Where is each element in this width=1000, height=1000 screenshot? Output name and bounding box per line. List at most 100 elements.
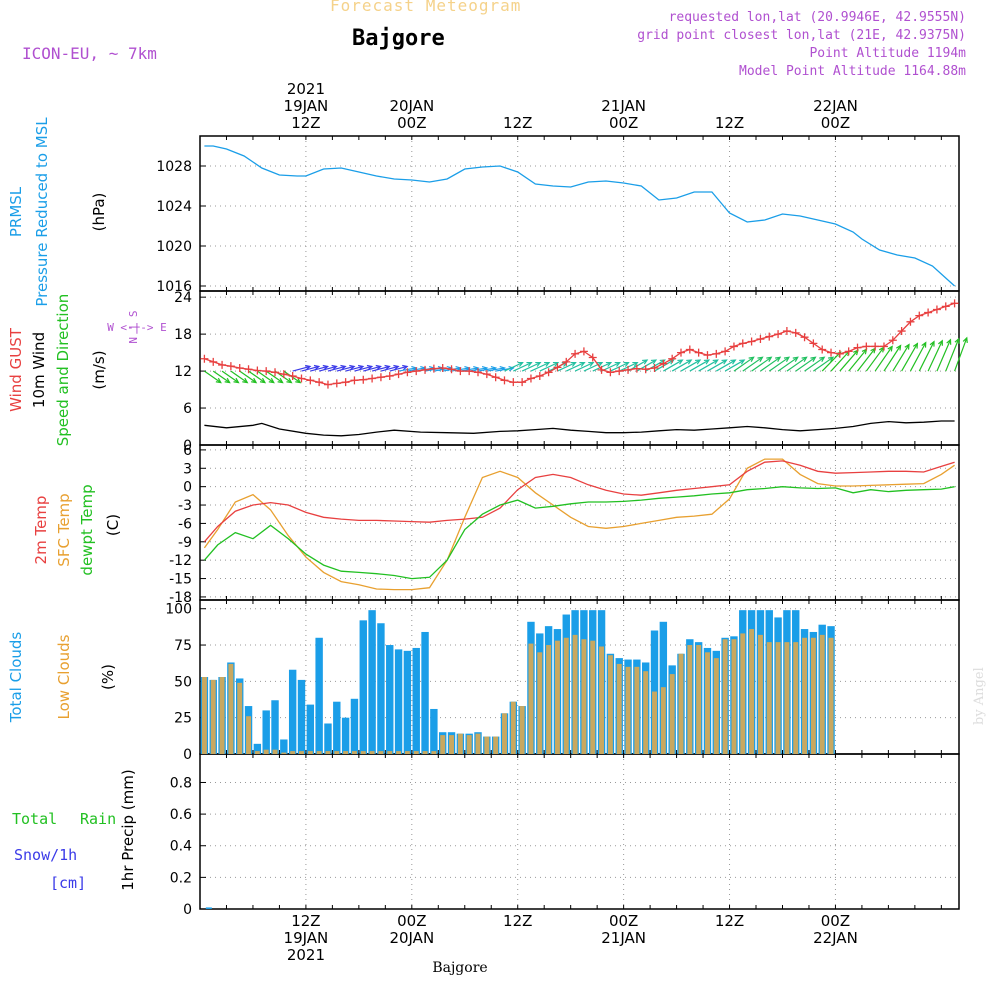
wind-arrow — [389, 365, 408, 372]
time-label-bottom: 2021 — [287, 946, 325, 964]
low-cloud-bar — [360, 751, 366, 754]
wind-arrow — [486, 367, 505, 372]
low-cloud-bar — [413, 751, 419, 754]
label-wind-speed-dir: Speed and Direction — [54, 294, 72, 447]
precip-ytick-label: 0.2 — [170, 870, 192, 886]
wind-arrow-head — [632, 361, 639, 367]
low-cloud-bar — [449, 735, 455, 754]
low-cloud-bar — [802, 637, 808, 754]
wind-arrow — [883, 345, 902, 372]
low-cloud-bar — [731, 639, 737, 754]
gust-marker — [650, 364, 659, 372]
wind-arrow — [212, 370, 230, 384]
wind-arrow-head — [703, 359, 711, 365]
wind-arrow-head — [233, 377, 240, 384]
low-cloud-bar — [581, 639, 587, 754]
time-label-top: 12Z — [715, 114, 744, 132]
wind-arrow — [265, 370, 283, 384]
wind-arrow — [539, 362, 559, 372]
wind-arrow — [583, 362, 603, 372]
label-snow: Snow/1h — [14, 846, 77, 864]
wind-arrow-head — [251, 377, 258, 384]
total-cloud-bar — [394, 649, 403, 754]
temp-ytick-label: -15 — [169, 572, 192, 588]
wind-arrow — [230, 370, 248, 384]
precip-ytick-label: 0.8 — [170, 775, 192, 791]
wind-arrow — [574, 362, 594, 372]
label-hpa: (hPa) — [90, 193, 108, 232]
low-cloud-bar — [325, 751, 331, 754]
total-cloud-bar — [430, 708, 438, 754]
wind-arrow — [689, 359, 710, 372]
low-cloud-bar — [387, 751, 393, 754]
total-cloud-bar — [280, 739, 288, 754]
wind-arrow — [680, 359, 701, 372]
pressure-line — [204, 145, 956, 287]
time-label-bottom: 00Z — [609, 912, 638, 930]
wind-arrow-head — [938, 339, 943, 346]
wind-arrow — [292, 365, 311, 372]
low-cloud-bar — [378, 751, 384, 754]
wind-ytick-label: 12 — [174, 364, 192, 380]
low-cloud-bar — [369, 751, 375, 754]
gust-marker — [465, 367, 474, 376]
low-cloud-bar — [590, 640, 596, 754]
clouds-ytick-label: 75 — [174, 638, 192, 654]
low-cloud-bar — [810, 637, 816, 754]
low-cloud-bar — [572, 634, 578, 754]
wind-arrow — [865, 347, 885, 372]
low-cloud-bar — [307, 751, 313, 754]
precip-ytick-label: 0 — [183, 902, 192, 918]
label-low-clouds: Low Clouds — [55, 634, 73, 719]
wind-arrow-head — [921, 341, 927, 348]
total-cloud-bar — [297, 679, 306, 754]
total-cloud-bar — [368, 610, 376, 754]
wind-arrow-head — [896, 344, 902, 351]
wind-arrow — [310, 365, 328, 372]
low-cloud-bar — [652, 691, 657, 754]
gust-marker — [315, 378, 324, 387]
gust-marker — [200, 354, 209, 363]
label-sfc-temp: SFC Temp — [55, 493, 73, 566]
gust-marker — [632, 364, 641, 373]
pressure-ytick-label: 1020 — [156, 239, 192, 255]
gust-marker — [385, 372, 394, 381]
gust-marker — [791, 328, 800, 337]
wind-arrow — [804, 356, 825, 372]
time-label-top: 22JAN — [813, 97, 858, 115]
wind-arrow — [239, 370, 257, 384]
wind-arrow — [557, 362, 576, 372]
wind-arrow — [354, 365, 372, 372]
clouds-ytick-label: 100 — [165, 602, 192, 618]
gust-marker — [394, 370, 403, 379]
total-cloud-bar — [324, 723, 332, 754]
low-cloud-bar — [696, 645, 702, 754]
gust-marker — [562, 357, 571, 366]
gust-marker — [685, 345, 694, 354]
wind-arrow — [521, 362, 541, 372]
gust-marker — [235, 364, 244, 372]
label-prmsl: PRMSL — [7, 186, 25, 237]
total-cloud-bar — [306, 704, 315, 754]
low-cloud-bar — [537, 652, 543, 754]
low-cloud-bar — [599, 646, 605, 754]
low-cloud-bar — [343, 751, 349, 754]
low-cloud-bar — [502, 713, 507, 754]
low-cloud-bar — [704, 652, 710, 754]
gust-marker — [244, 365, 253, 374]
wind-arrow-head — [588, 361, 595, 367]
time-label-top: 00Z — [821, 114, 850, 132]
total-cloud-bar — [359, 620, 367, 754]
gust-marker — [288, 372, 297, 381]
pressure-frame — [199, 135, 960, 292]
temp-ytick-label: 6 — [183, 443, 192, 459]
low-cloud-bar — [440, 735, 446, 754]
wind-arrow — [363, 365, 381, 372]
gust-marker — [835, 349, 844, 358]
low-cloud-bar — [819, 634, 825, 754]
gust-marker — [359, 375, 368, 384]
wind-arrow — [221, 370, 239, 384]
gust-marker — [226, 362, 235, 371]
gust-marker — [544, 368, 553, 377]
time-label-top: 20JAN — [389, 97, 434, 115]
